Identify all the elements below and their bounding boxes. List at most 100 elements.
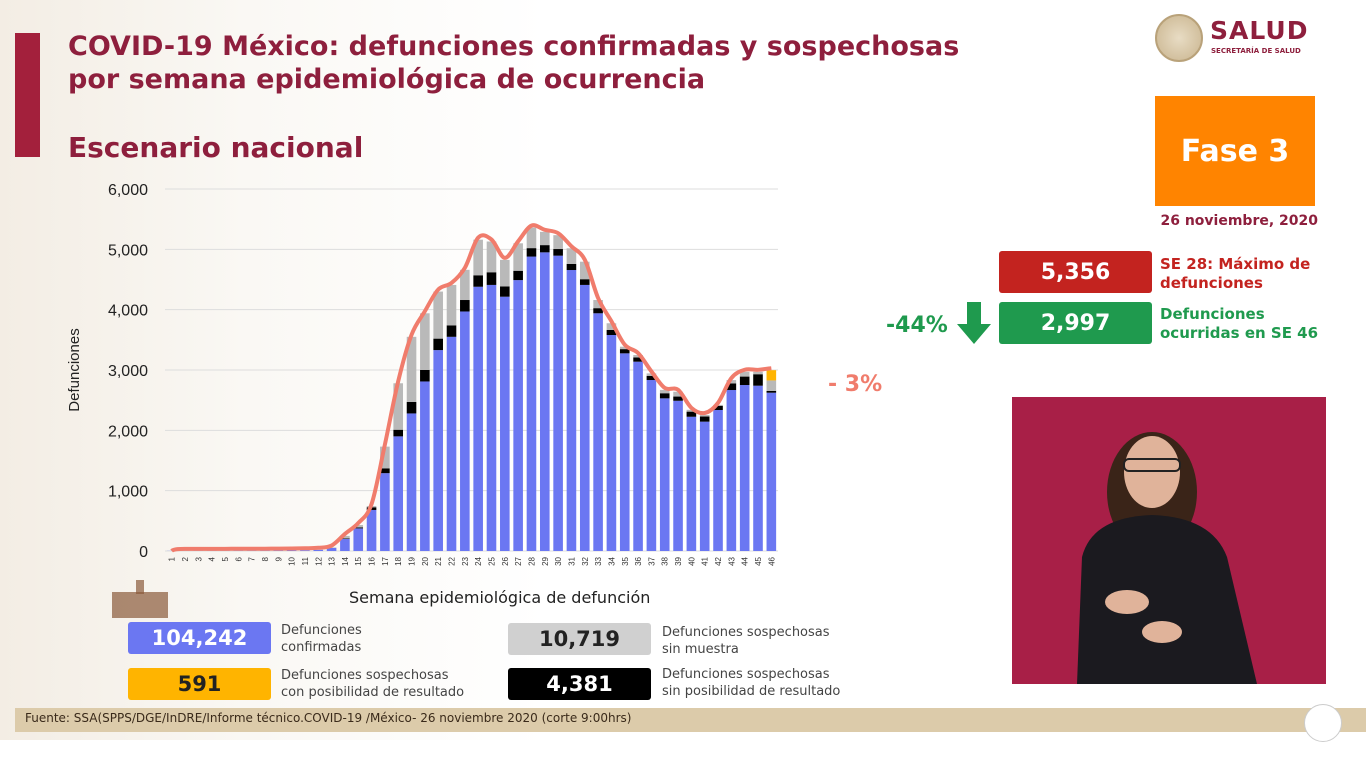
bar-sin_posibilidad xyxy=(673,396,683,401)
x-tick-label: 3 xyxy=(194,556,203,561)
x-tick-label: 25 xyxy=(487,556,496,565)
bar-confirmadas xyxy=(619,353,630,551)
logo-subname: SECRETARÍA DE SALUD xyxy=(1211,47,1301,55)
bar-sin_muestra xyxy=(420,313,430,370)
bar-sin_muestra xyxy=(699,415,710,417)
x-tick-label: 11 xyxy=(301,556,310,565)
x-tick-label: 34 xyxy=(607,556,616,565)
bar-sin_posibilidad xyxy=(646,375,657,381)
bar-confirmadas xyxy=(486,284,497,551)
x-tick-label: 44 xyxy=(741,556,750,565)
phase-badge: Fase 3 xyxy=(1155,96,1315,206)
x-tick-label: 41 xyxy=(701,556,710,565)
legend-label-line: Defunciones sospechosas xyxy=(662,625,830,640)
x-tick-label: 33 xyxy=(594,556,603,565)
x-tick-label: 36 xyxy=(634,556,643,565)
current-deaths-label: Defunciones ocurridas en SE 46 xyxy=(1160,305,1318,343)
bar-confirmadas xyxy=(513,280,523,551)
bar-sin_posibilidad xyxy=(500,286,510,297)
legend-no-possible-result-value: 4,381 xyxy=(508,668,651,700)
bar-confirmadas xyxy=(473,286,483,551)
x-tick-label: 4 xyxy=(208,556,217,561)
bar-confirmadas xyxy=(739,385,750,551)
page-title: COVID-19 México: defunciones confirmadas… xyxy=(68,30,959,96)
bar-confirmadas xyxy=(686,416,697,551)
x-tick-label: 43 xyxy=(727,556,736,565)
bar-confirmadas xyxy=(526,256,537,551)
current-label-line-1: Defunciones xyxy=(1160,305,1265,323)
x-tick-label: 19 xyxy=(408,556,417,565)
change-from-max: -44% xyxy=(886,313,948,338)
bar-sin_muestra xyxy=(673,391,683,397)
max-deaths-label: SE 28: Máximo de defunciones xyxy=(1160,255,1310,293)
bar-sin_muestra xyxy=(619,346,630,350)
current-deaths-value: 2,997 xyxy=(999,302,1152,344)
bar-sin_muestra xyxy=(353,525,364,528)
x-tick-label: 24 xyxy=(474,556,483,565)
bar-sin_muestra xyxy=(686,409,697,412)
bar-sin_posibilidad xyxy=(739,376,750,386)
bar-confirmadas xyxy=(366,509,377,551)
x-tick-label: 13 xyxy=(328,556,337,565)
y-tick-label: 1,000 xyxy=(108,484,148,501)
legend-confirmed-value: 104,242 xyxy=(128,622,271,654)
bar-sin_posibilidad xyxy=(460,300,470,312)
max-deaths-value: 5,356 xyxy=(999,251,1152,293)
report-date: 26 noviembre, 2020 xyxy=(1160,213,1318,229)
bar-sin_muestra xyxy=(593,300,603,309)
y-tick-label: 6,000 xyxy=(108,182,148,199)
bar-confirmadas xyxy=(539,252,550,551)
x-tick-label: 15 xyxy=(354,556,363,565)
bar-sin_posibilidad xyxy=(726,383,737,391)
bar-confirmadas xyxy=(326,547,337,551)
bar-sin_muestra xyxy=(500,259,510,287)
bar-confirmadas xyxy=(753,385,763,551)
bar-confirmadas xyxy=(433,350,443,551)
x-tick-label: 39 xyxy=(674,556,683,565)
bar-sin_muestra xyxy=(433,291,443,339)
legend-confirmed-label: Defunciones confirmadas xyxy=(281,622,362,656)
x-tick-label: 8 xyxy=(261,556,270,561)
bar-confirmadas xyxy=(579,284,590,551)
legend-label-line: Defunciones sospechosas xyxy=(662,667,830,682)
accent-bar xyxy=(15,33,40,157)
bar-confirmadas xyxy=(393,436,404,551)
interpreter-figure xyxy=(1077,432,1257,684)
bar-confirmadas xyxy=(460,311,470,551)
x-tick-label: 46 xyxy=(767,556,776,565)
x-tick-label: 23 xyxy=(461,556,470,565)
y-tick-label: 0 xyxy=(139,544,148,561)
legend-label-line: sin muestra xyxy=(662,642,739,657)
bar-confirmadas xyxy=(420,381,430,551)
y-tick-label: 4,000 xyxy=(108,303,148,320)
bar-sin_posibilidad xyxy=(593,308,603,314)
max-label-line-2: defunciones xyxy=(1160,274,1263,292)
x-tick-label: 42 xyxy=(714,556,723,565)
bar-sin_muestra xyxy=(539,231,550,246)
logo-name: SALUD xyxy=(1210,16,1309,45)
bar-confirmadas xyxy=(699,421,710,551)
bar-sin_muestra xyxy=(753,371,763,375)
bar-confirmadas xyxy=(766,392,777,551)
bar-sin_posibilidad xyxy=(606,329,617,336)
x-tick-label: 14 xyxy=(341,556,350,565)
x-tick-label: 6 xyxy=(234,556,243,561)
bar-sin_posibilidad xyxy=(486,272,497,285)
bar-sin_muestra xyxy=(739,371,750,377)
bar-confirmadas xyxy=(446,336,457,551)
x-axis-label: Semana epidemiológica de defunción xyxy=(349,588,651,607)
bar-confirmadas xyxy=(380,473,390,551)
bar-sin_posibilidad xyxy=(380,468,390,474)
salud-logo: SALUD SECRETARÍA DE SALUD xyxy=(1155,14,1320,66)
bar-sin_posibilidad xyxy=(446,325,457,337)
x-tick-label: 40 xyxy=(687,556,696,565)
title-line-2: por semana epidemiológica de ocurrencia xyxy=(68,64,706,95)
seal-icon xyxy=(1155,14,1203,62)
bar-sin_posibilidad xyxy=(566,263,577,271)
x-tick-label: 9 xyxy=(274,556,283,561)
bar-confirmadas xyxy=(553,255,563,551)
bar-sin_muestra xyxy=(393,383,404,430)
sign-language-interpreter-video xyxy=(1012,397,1326,684)
x-tick-label: 5 xyxy=(221,556,230,561)
x-tick-label: 28 xyxy=(527,556,536,565)
